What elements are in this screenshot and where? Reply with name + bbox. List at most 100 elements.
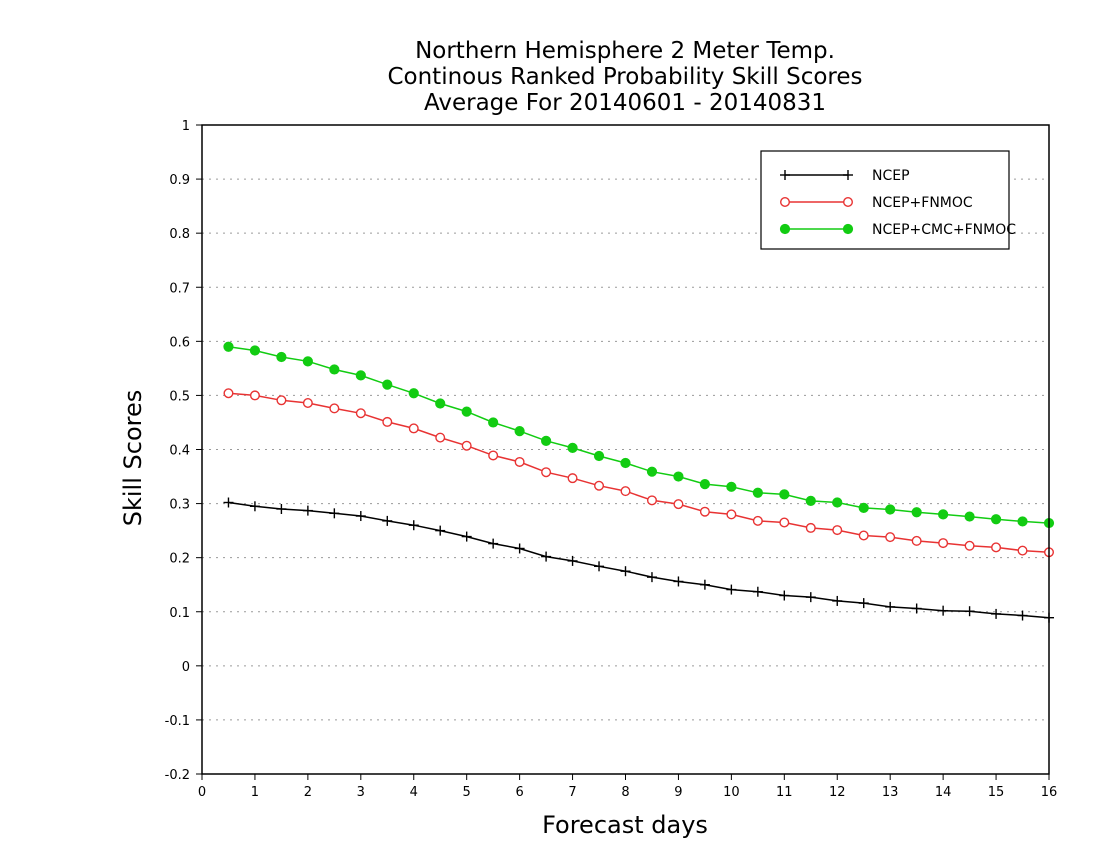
data-point-ncep-fnmoc-marker bbox=[461, 440, 472, 451]
x-tick-label: 3 bbox=[357, 785, 365, 800]
chart-title-line: Average For 20140601 - 20140831 bbox=[424, 90, 826, 116]
data-point-ncep-fnmoc-marker bbox=[355, 408, 366, 419]
x-tick-label: 1 bbox=[251, 785, 259, 800]
x-tick-label: 10 bbox=[723, 785, 740, 800]
data-point-ncep-cmc-fnmoc-marker bbox=[673, 471, 684, 482]
data-point-ncep-fnmoc-marker bbox=[514, 456, 525, 467]
legend-item-ncep-cmc-fnmoc: NCEP+CMC+FNMOC bbox=[779, 222, 1016, 238]
series-line-ncep bbox=[228, 501, 1050, 619]
data-point-ncep-fnmoc-marker bbox=[646, 495, 657, 506]
data-point-ncep-fnmoc-marker bbox=[779, 517, 790, 528]
data-point-ncep-cmc-fnmoc-marker bbox=[461, 406, 472, 417]
x-tick-label: 13 bbox=[882, 785, 899, 800]
data-point-ncep-fnmoc-marker bbox=[435, 432, 446, 443]
data-point-ncep-cmc-fnmoc-marker bbox=[355, 370, 366, 381]
x-tick-label: 15 bbox=[988, 785, 1005, 800]
data-point-ncep-fnmoc-marker bbox=[488, 450, 499, 461]
y-tick-label: 0.1 bbox=[169, 606, 190, 621]
x-tick-label: 0 bbox=[198, 785, 206, 800]
series-ncep bbox=[223, 497, 1054, 623]
data-point-ncep-cmc-fnmoc-marker bbox=[329, 364, 340, 375]
data-point-ncep-fnmoc-marker bbox=[991, 542, 1002, 553]
legend-item-ncep-fnmoc: NCEP+FNMOC bbox=[780, 195, 973, 211]
data-point-ncep-cmc-fnmoc-marker bbox=[593, 450, 605, 462]
y-tick-label: 0.6 bbox=[169, 335, 190, 350]
y-tick-label: 0 bbox=[182, 660, 190, 675]
x-axis-title: Forecast days bbox=[542, 811, 708, 839]
x-tick-label: 12 bbox=[829, 785, 846, 800]
data-point-ncep-fnmoc-marker bbox=[382, 416, 393, 427]
data-point-ncep-cmc-fnmoc-marker bbox=[646, 466, 658, 477]
data-point-ncep-fnmoc-marker bbox=[276, 395, 287, 406]
data-point-ncep-cmc-fnmoc-marker bbox=[540, 435, 552, 446]
data-point-ncep-cmc-fnmoc-marker bbox=[964, 511, 975, 522]
legend-label: NCEP bbox=[872, 168, 910, 184]
x-tick-label: 5 bbox=[463, 785, 471, 800]
data-point-ncep-cmc-fnmoc-marker bbox=[885, 504, 896, 515]
x-tick-label: 8 bbox=[621, 785, 629, 800]
data-point-ncep-fnmoc-marker bbox=[408, 423, 419, 434]
x-tick-label: 7 bbox=[568, 785, 576, 800]
legend-ncep-fnmoc-marker bbox=[843, 196, 854, 207]
chart-title: Northern Hemisphere 2 Meter Temp.Contino… bbox=[387, 38, 862, 116]
data-point-ncep-cmc-fnmoc-marker bbox=[302, 356, 313, 367]
data-point-ncep-fnmoc-marker bbox=[249, 390, 260, 401]
data-point-ncep-fnmoc-marker bbox=[938, 538, 949, 549]
legend-ncep-cmc-fnmoc-marker bbox=[842, 223, 854, 235]
y-tick-label: 0.3 bbox=[169, 498, 190, 513]
grid-lines bbox=[202, 178, 1049, 721]
data-point-ncep-cmc-fnmoc-marker bbox=[223, 341, 234, 352]
data-point-ncep-cmc-fnmoc-marker bbox=[990, 514, 1002, 525]
x-tick-label: 9 bbox=[674, 785, 682, 800]
data-point-ncep-fnmoc-marker bbox=[1017, 545, 1028, 556]
legend-item-ncep: NCEP bbox=[780, 168, 910, 184]
data-point-ncep-cmc-fnmoc-marker bbox=[911, 507, 922, 518]
data-point-ncep-fnmoc-marker bbox=[302, 397, 313, 408]
data-point-ncep-cmc-fnmoc-marker bbox=[699, 479, 711, 490]
y-tick-label: 0.7 bbox=[169, 281, 190, 296]
data-point-ncep-fnmoc-marker bbox=[223, 388, 234, 399]
x-tick-label: 16 bbox=[1041, 785, 1058, 800]
data-point-ncep-cmc-fnmoc-marker bbox=[249, 345, 261, 356]
data-point-ncep-cmc-fnmoc-marker bbox=[752, 487, 763, 498]
data-point-ncep-fnmoc-marker bbox=[726, 509, 737, 520]
data-point-ncep-fnmoc-marker bbox=[567, 473, 578, 484]
y-axis-title: Skill Scores bbox=[119, 390, 147, 527]
data-point-ncep-cmc-fnmoc-marker bbox=[805, 495, 816, 506]
data-point-ncep-fnmoc-marker bbox=[832, 525, 843, 536]
data-point-ncep-cmc-fnmoc-marker bbox=[858, 502, 869, 514]
data-point-ncep-cmc-fnmoc-marker bbox=[1017, 516, 1028, 527]
data-point-ncep-fnmoc-marker bbox=[805, 522, 816, 533]
data-point-ncep-cmc-fnmoc-marker bbox=[726, 481, 737, 492]
data-point-ncep-fnmoc-marker bbox=[673, 499, 684, 510]
y-tick-label: 0.8 bbox=[169, 227, 190, 242]
x-tick-label: 11 bbox=[776, 785, 793, 800]
series-ncep-fnmoc bbox=[223, 388, 1054, 558]
data-point-ncep-fnmoc-marker bbox=[594, 480, 605, 491]
y-tick-label: -0.2 bbox=[165, 768, 190, 783]
data-point-ncep-cmc-fnmoc-marker bbox=[514, 426, 525, 437]
data-point-ncep-cmc-fnmoc-marker bbox=[408, 388, 419, 399]
data-point-ncep-cmc-fnmoc-marker bbox=[488, 417, 499, 428]
x-tick-label: 6 bbox=[515, 785, 523, 800]
data-point-ncep-cmc-fnmoc-marker bbox=[567, 442, 578, 453]
legend-ncep-fnmoc-marker bbox=[780, 196, 791, 207]
series-ncep-cmc-fnmoc bbox=[223, 341, 1055, 529]
data-point-ncep-cmc-fnmoc-marker bbox=[620, 457, 631, 469]
y-axis-ticks: -0.2 -0.1 0 0.1 0.2 0.3 0.4 0.5 0.6 0.7 0.8 0.9 1 bbox=[165, 119, 202, 783]
data-point-ncep-fnmoc-marker bbox=[329, 403, 340, 414]
series-layer bbox=[223, 341, 1055, 623]
y-tick-label: 1 bbox=[182, 119, 190, 134]
data-point-ncep-cmc-fnmoc-marker bbox=[832, 497, 843, 508]
data-point-ncep-cmc-fnmoc-marker bbox=[938, 509, 949, 520]
y-tick-label: -0.1 bbox=[165, 714, 190, 729]
series-line-ncep-fnmoc bbox=[228, 392, 1050, 554]
y-tick-label: 0.5 bbox=[169, 389, 190, 404]
y-tick-label: 0.4 bbox=[169, 444, 190, 459]
legend-ncep-cmc-fnmoc-marker bbox=[779, 223, 791, 235]
data-point-ncep-fnmoc-marker bbox=[911, 535, 922, 546]
legend-label: NCEP+CMC+FNMOC bbox=[872, 222, 1016, 238]
chart-title-line: Continous Ranked Probability Skill Score… bbox=[387, 64, 862, 90]
